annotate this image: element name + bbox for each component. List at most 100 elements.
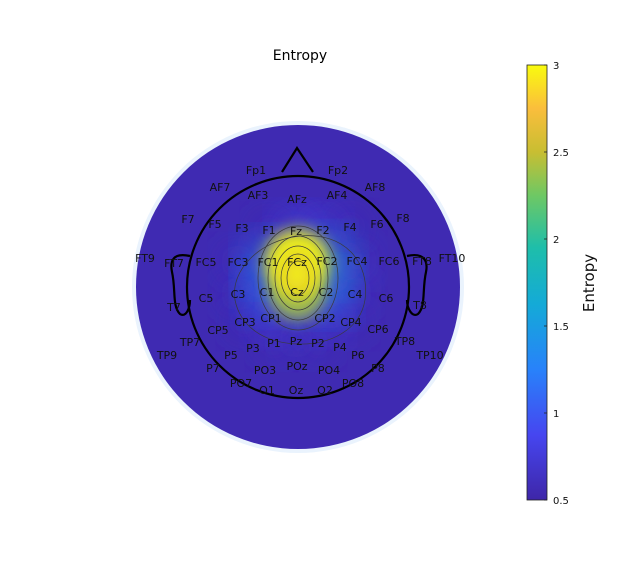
electrode-labels: Fp1 Fp2 AF7 AF3 AFz AF4 AF8 F7 F5 F3 F1 Fz F2 F4 F6 F8 F… bbox=[135, 164, 465, 397]
scalp-map bbox=[136, 125, 460, 449]
electrode-label-ft10: FT10 bbox=[439, 252, 466, 265]
electrode-label-ft9: FT9 bbox=[135, 252, 155, 265]
electrode-label-af7: AF7 bbox=[210, 181, 231, 194]
colorbar-ticks: 0.5 1 1.5 2 2.5 3 bbox=[544, 61, 569, 507]
colorbar-label: Entropy bbox=[580, 254, 598, 312]
colorbar-gradient bbox=[526, 64, 548, 501]
electrode-label-ft7: FT7 bbox=[164, 257, 184, 270]
electrode-label-po8: PO8 bbox=[342, 377, 364, 390]
activation-blob-f4 bbox=[335, 212, 365, 242]
activation-blob-c3 bbox=[222, 278, 254, 310]
chart-title: Entropy bbox=[273, 48, 327, 64]
electrode-label-fc5: FC5 bbox=[195, 256, 216, 269]
colorbar-tick-label: 2 bbox=[553, 235, 559, 246]
electrode-label-fp2: Fp2 bbox=[328, 164, 348, 177]
electrode-label-poz: POz bbox=[286, 360, 307, 373]
colorbar-tick-label: 0.5 bbox=[553, 496, 569, 507]
electrode-label-c4: C4 bbox=[348, 288, 363, 301]
electrode-label-af3: AF3 bbox=[248, 189, 269, 202]
contour-ring-2 bbox=[280, 253, 316, 303]
electrode-label-cp4: CP4 bbox=[340, 316, 361, 329]
right-ear bbox=[405, 254, 428, 316]
electrode-label-c5: C5 bbox=[199, 292, 214, 305]
colorbar: 0.5 1 1.5 2 2.5 3 Entropy bbox=[526, 61, 598, 507]
electrode-label-c1: C1 bbox=[260, 286, 275, 299]
electrode-label-fc3: FC3 bbox=[227, 256, 248, 269]
electrode-label-f3: F3 bbox=[235, 222, 248, 235]
electrode-label-f5: F5 bbox=[208, 218, 221, 231]
activation-blob-f1 bbox=[254, 215, 284, 245]
electrode-label-afz: AFz bbox=[287, 193, 307, 206]
electrode-label-f4: F4 bbox=[343, 221, 356, 234]
electrode-label-o1: O1 bbox=[259, 384, 275, 397]
colorbar-tick-label: 1.5 bbox=[553, 322, 569, 333]
electrode-label-f7: F7 bbox=[181, 213, 194, 226]
left-ear bbox=[170, 254, 192, 316]
electrode-label-fp1: Fp1 bbox=[246, 164, 266, 177]
electrode-label-tp8: TP8 bbox=[394, 335, 415, 348]
electrode-label-po4: PO4 bbox=[318, 364, 340, 377]
electrode-label-ft8: FT8 bbox=[412, 255, 432, 268]
electrode-label-tp7: TP7 bbox=[179, 336, 200, 349]
electrode-label-f6: F6 bbox=[370, 218, 383, 231]
activation-blob-p1 bbox=[259, 328, 289, 358]
electrode-label-p4: P4 bbox=[333, 341, 347, 354]
peak-core-2 bbox=[288, 259, 306, 289]
activation-blob-fc4 bbox=[341, 245, 373, 277]
electrode-label-fc1: FC1 bbox=[257, 256, 278, 269]
electrode-label-af8: AF8 bbox=[365, 181, 386, 194]
activation-blob-pz bbox=[280, 325, 312, 357]
electrode-label-f2: F2 bbox=[316, 224, 329, 237]
electrode-label-tp10: TP10 bbox=[415, 349, 443, 362]
electrode-label-fc6: FC6 bbox=[378, 255, 399, 268]
electrode-label-fcz: FCz bbox=[287, 256, 307, 269]
electrode-label-f1: F1 bbox=[262, 224, 275, 237]
electrode-label-c3: C3 bbox=[231, 288, 246, 301]
electrode-label-cp6: CP6 bbox=[367, 323, 388, 336]
nose bbox=[281, 145, 314, 173]
electrode-label-tp9: TP9 bbox=[156, 349, 177, 362]
activation-blobs bbox=[222, 212, 373, 358]
electrode-label-fz: Fz bbox=[290, 225, 302, 238]
activation-blob-cp4 bbox=[336, 307, 366, 337]
activation-blob-p2 bbox=[303, 328, 333, 358]
electrode-label-p5: P5 bbox=[224, 349, 238, 362]
contour-lines bbox=[234, 225, 366, 345]
electrode-label-p1: P1 bbox=[267, 337, 281, 350]
electrode-label-t8: T8 bbox=[412, 299, 427, 312]
electrode-label-p2: P2 bbox=[311, 337, 325, 350]
electrode-label-p7: P7 bbox=[206, 362, 220, 375]
contour-outer bbox=[234, 235, 366, 345]
colorbar-tick-label: 3 bbox=[553, 61, 559, 72]
electrode-label-c6: C6 bbox=[379, 292, 394, 305]
electrode-label-fc2: FC2 bbox=[316, 255, 337, 268]
electrode-label-cp1: CP1 bbox=[260, 312, 281, 325]
electrode-label-fc4: FC4 bbox=[346, 255, 367, 268]
colorbar-tick-label: 2.5 bbox=[553, 148, 569, 159]
head-circle bbox=[185, 174, 411, 400]
electrode-label-pz: Pz bbox=[290, 335, 303, 348]
activation-blob-c4 bbox=[339, 278, 371, 310]
electrode-label-o2: O2 bbox=[317, 384, 333, 397]
electrode-label-cp5: CP5 bbox=[207, 324, 228, 337]
electrode-label-cz: Cz bbox=[290, 286, 304, 299]
electrode-label-c2: C2 bbox=[319, 286, 334, 299]
electrode-label-p6: P6 bbox=[351, 349, 365, 362]
contour-ring-5 bbox=[257, 225, 339, 331]
electrode-label-f8: F8 bbox=[396, 212, 409, 225]
contour-ring-1 bbox=[286, 260, 310, 296]
electrode-label-af4: AF4 bbox=[327, 189, 348, 202]
contour-ring-3 bbox=[274, 245, 322, 311]
electrode-label-cp3: CP3 bbox=[234, 316, 255, 329]
activation-blob-fc3 bbox=[222, 246, 254, 278]
electrode-label-oz: Oz bbox=[289, 384, 304, 397]
electrode-label-po7: PO7 bbox=[230, 377, 252, 390]
electrode-label-po3: PO3 bbox=[254, 364, 276, 377]
head-outline bbox=[170, 145, 428, 400]
colorbar-tick-label: 1 bbox=[553, 409, 559, 420]
electrode-label-p8: P8 bbox=[371, 362, 385, 375]
electrode-label-cp2: CP2 bbox=[314, 312, 335, 325]
electrode-label-p3: P3 bbox=[246, 342, 260, 355]
electrode-label-t7: T7 bbox=[166, 301, 181, 314]
